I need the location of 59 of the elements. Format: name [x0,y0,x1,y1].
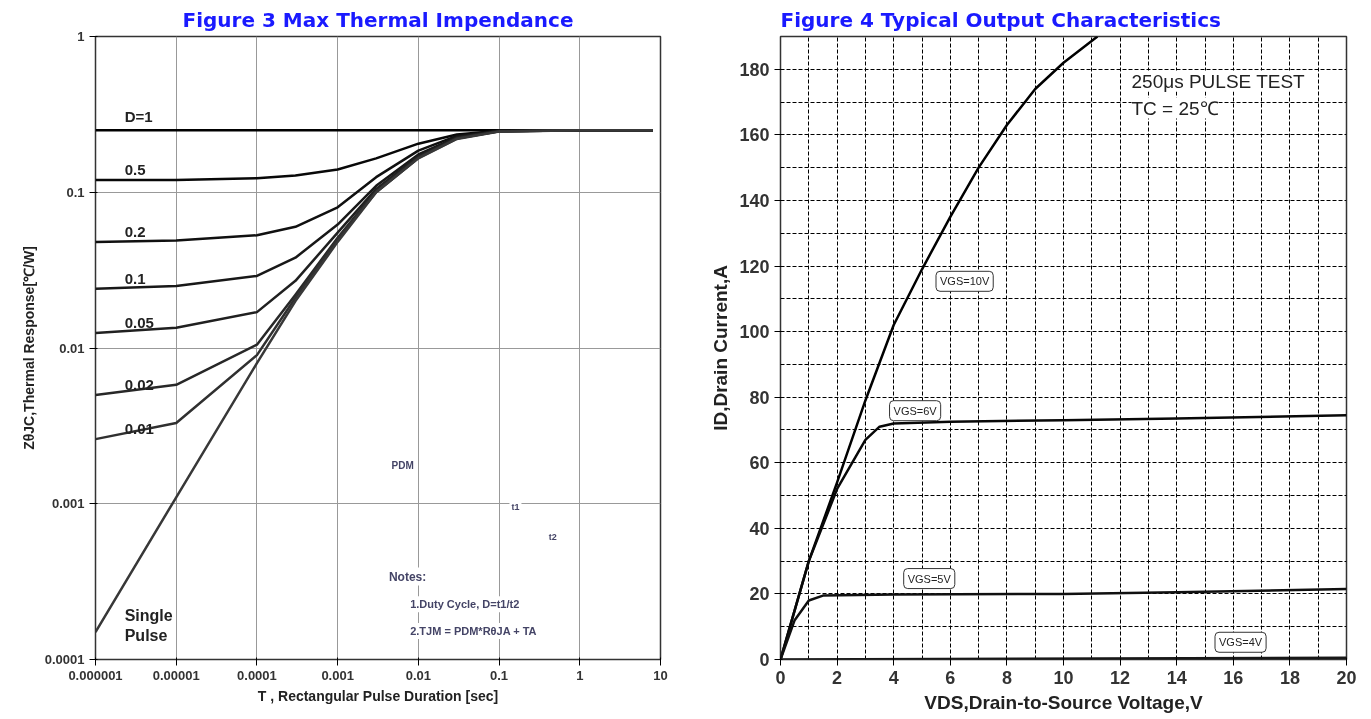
x-tick-label: 14 [1166,667,1187,688]
y-tick-label: 0.1 [66,184,85,200]
x-tick-label: 8 [1001,667,1012,688]
y-tick-label: 140 [739,190,770,211]
series-label: D=1 [124,108,153,126]
x-tick-label: 16 [1223,667,1244,688]
x-axis-title: VDS,Drain-to-Source Voltage,V [924,691,1204,713]
annotation: 250μs PULSE TEST [1131,70,1306,92]
series-label: 0.02 [124,375,154,393]
annotation: 2.TJM = PDM*RθJA + TA [410,624,537,637]
x-tick-label: 12 [1110,667,1131,688]
series-label: 0.5 [124,160,146,178]
x-axis-title: T , Rectangular Pulse Duration [sec] [257,687,499,704]
y-tick-label: 60 [749,453,770,474]
y-axis-title: ID,Drain Current,A [710,264,732,431]
y-tick-label: 0.001 [51,496,85,512]
y-tick-label: 20 [749,584,770,605]
x-tick-label: 0.000001 [68,667,123,683]
series-label: 0.1 [124,269,146,287]
series-label: VGS=5V [907,572,952,585]
series-label: VGS=10V [940,275,990,288]
series-label: Single Pulse [124,606,173,645]
annotation: Notes: [388,569,427,584]
annotation: TC = 25℃ [1131,97,1219,119]
y-tick-label: 40 [749,518,770,539]
y-tick-label: 160 [739,125,770,146]
annotation: t1 [511,501,520,512]
annotation: PDM [391,459,414,471]
y-axis-title: ZθJC,Thermal Response[℃/W] [20,246,37,450]
x-tick-label: 0.00001 [152,667,200,683]
y-tick-label: 180 [739,59,770,80]
y-tick-label: 0 [759,650,770,670]
y-tick-label: 120 [739,256,770,277]
x-tick-label: 6 [945,667,956,688]
x-tick-label: 20 [1336,667,1357,688]
x-tick-label: 4 [888,667,899,688]
series-label: VGS=4V [1219,636,1263,649]
annotation: t2 [548,532,557,543]
annotation: 1.Duty Cycle, D=t1/t2 [410,598,520,611]
chart-title: Figure 4 Typical Output Characteristics [780,7,1221,32]
y-tick-label: 1 [77,29,85,44]
x-tick-label: 0 [775,667,786,688]
x-tick-label: 18 [1279,667,1300,688]
y-tick-label: 100 [739,322,770,343]
x-tick-label: 1 [576,667,584,683]
series-label: 0.05 [124,313,154,331]
y-tick-label: 80 [749,387,770,408]
x-tick-label: 0.0001 [237,667,277,683]
x-tick-label: 0.01 [405,667,432,683]
y-tick-label: 0.0001 [44,652,85,667]
series-label: 0.2 [124,222,146,240]
y-tick-label: 0.01 [59,340,85,356]
x-tick-label: 0.1 [490,667,509,683]
x-tick-label: 10 [653,667,668,683]
x-tick-label: 2 [832,667,843,688]
series-label: VGS=6V [893,404,938,417]
x-tick-label: 10 [1053,667,1074,688]
x-tick-label: 0.001 [321,667,354,683]
chart-title: Figure 3 Max Thermal Impendance [182,7,574,32]
